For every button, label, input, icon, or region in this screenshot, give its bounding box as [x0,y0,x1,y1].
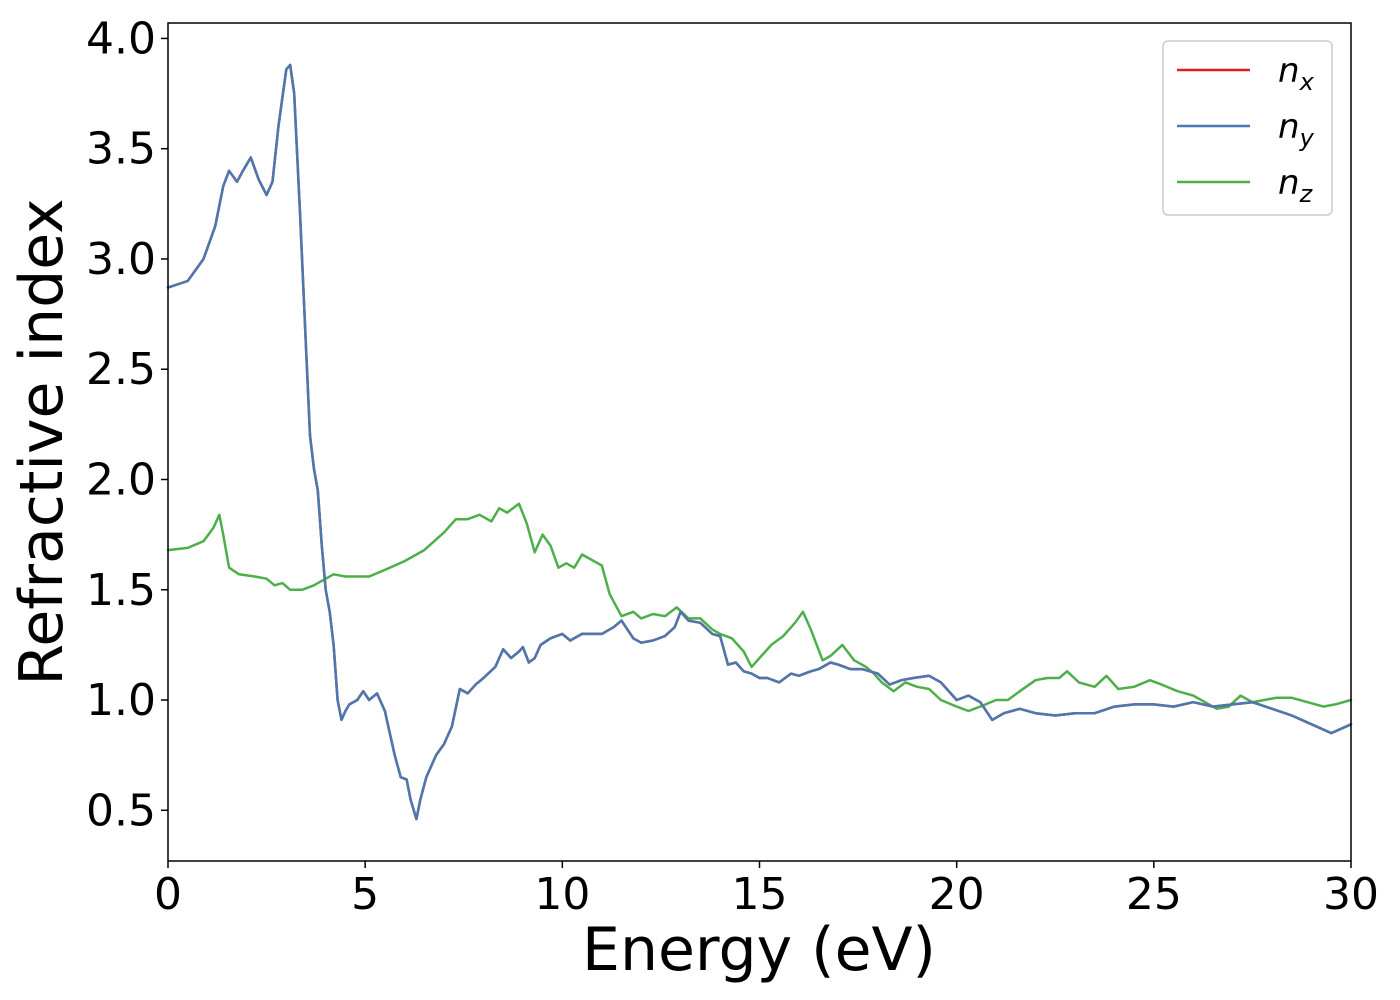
x-tick-label: 5 [351,869,379,920]
y-tick-label: 3.0 [86,234,156,285]
y-tick-label: 1.5 [86,565,156,616]
x-tick-label: 30 [1323,869,1379,920]
legend-box [1162,40,1333,216]
series-line-n-z [166,502,1353,713]
legend-label-n-x: nx [1278,51,1315,96]
y-tick-label: 2.0 [86,454,156,505]
x-axis-title: Energy (eV) [582,915,936,985]
legend-label-n-z: nz [1278,163,1314,208]
y-axis-title: Refractive index [7,198,77,685]
x-tick-label: 20 [929,869,985,920]
y-tick-label: 1.0 [86,675,156,726]
y-tick-label: 0.5 [86,785,156,836]
y-tick-label: 4.0 [86,13,156,64]
y-tick-label: 3.5 [86,124,156,175]
series-line-n-y [166,63,1353,821]
series-layer [166,63,1353,821]
y-axis-ticks: 0.5 1.0 1.5 2.0 2.5 3.0 3.5 4.0 [86,13,168,836]
x-tick-label: 25 [1126,869,1182,920]
x-tick-label: 15 [732,869,788,920]
legend: nx ny nz [1162,40,1333,216]
x-axis-ticks: 0 5 10 15 20 25 30 [154,861,1379,920]
x-tick-label: 0 [154,869,182,920]
x-tick-label: 10 [534,869,590,920]
legend-label-n-y: ny [1278,107,1315,152]
y-tick-label: 2.5 [86,344,156,395]
